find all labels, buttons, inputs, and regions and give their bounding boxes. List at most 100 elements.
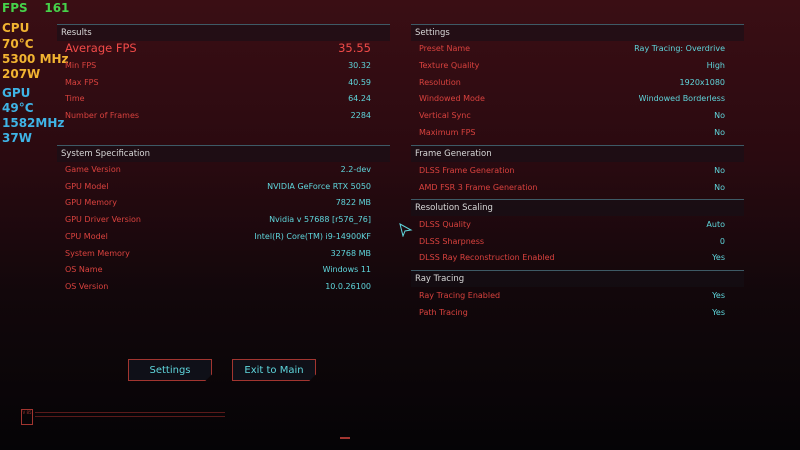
row-label: Path Tracing — [419, 307, 468, 317]
table-row: GPU Memory 7822 MB — [65, 196, 371, 210]
divider — [411, 24, 744, 25]
table-row: DLSS Ray Reconstruction Enabled Yes — [419, 251, 725, 265]
row-value: Intel(R) Core(TM) i9-14900KF — [254, 231, 371, 241]
row-label: AMD FSR 3 Frame Generation — [419, 182, 538, 192]
exit-to-main-menu-button[interactable]: Exit to Main Menu — [232, 359, 316, 381]
row-value: No — [714, 128, 725, 137]
row-value: Auto — [706, 220, 725, 229]
table-row: Preset Name Ray Tracing: Overdrive — [419, 42, 725, 56]
row-value: 32768 MB — [330, 248, 371, 258]
row-label: OS Name — [65, 265, 103, 275]
row-label: Preset Name — [419, 44, 471, 53]
table-row: DLSS Quality Auto — [419, 218, 725, 232]
osd-gpu-label: GPU — [2, 86, 31, 100]
version-badge-text: V 85 — [22, 410, 32, 415]
osd-gpu-power: 37W — [2, 131, 32, 145]
row-value: Yes — [712, 291, 725, 300]
row-label: Maximum FPS — [419, 128, 476, 137]
row-value: Nvidia v 57688 [r576_76] — [269, 215, 371, 225]
row-label: DLSS Sharpness — [419, 236, 485, 246]
osd-gpu-temp: 49°C — [2, 101, 34, 115]
row-value: 64.24 — [348, 94, 371, 104]
osd-cpu-clock: 5300 MHz — [2, 52, 69, 66]
divider — [57, 145, 390, 146]
divider — [411, 199, 744, 200]
settings-button[interactable]: Settings — [128, 359, 212, 381]
fine-print-decoration — [35, 416, 225, 417]
table-row: GPU Driver Version Nvidia v 57688 [r576_7… — [65, 213, 371, 227]
osd-cpu-power: 207W — [2, 67, 41, 81]
divider — [57, 24, 390, 25]
table-row: DLSS Sharpness 0 — [419, 235, 725, 249]
row-value: 2.2-dev — [340, 165, 371, 174]
arrow-decoration — [340, 437, 350, 439]
row-value: No — [714, 111, 725, 121]
resolution-scaling-header: Resolution Scaling — [411, 200, 744, 216]
table-row: Texture Quality High — [419, 59, 725, 73]
ray-tracing-header: Ray Tracing — [411, 271, 744, 287]
row-value: 35.55 — [338, 41, 371, 55]
row-value: 40.59 — [348, 77, 371, 87]
row-label: Vertical Sync — [419, 111, 471, 121]
row-label: Number of Frames — [65, 111, 140, 121]
row-label: System Memory — [65, 248, 130, 258]
row-label: GPU Driver Version — [65, 215, 141, 225]
table-row: OS Version 10.0.26100 — [65, 280, 371, 294]
table-row: Min FPS 30.32 — [65, 59, 371, 73]
row-label: Max FPS — [65, 77, 99, 87]
divider — [411, 270, 744, 271]
row-label: Ray Tracing Enabled — [419, 291, 501, 300]
row-label: Game Version — [65, 165, 121, 174]
table-row: Windowed Mode Windowed Borderless — [419, 92, 725, 106]
table-row: System Memory 32768 MB — [65, 247, 371, 261]
row-label: OS Version — [65, 281, 109, 291]
row-label: Resolution — [419, 77, 461, 87]
version-badge: V 85 — [21, 409, 33, 425]
table-row: Path Tracing Yes — [419, 306, 725, 320]
osd-cpu-temp: 70°C — [2, 37, 34, 51]
table-row: CPU Model Intel(R) Core(TM) i9-14900KF — [65, 230, 371, 244]
table-row: Maximum FPS No — [419, 126, 725, 140]
row-value: 0 — [719, 236, 725, 246]
row-value: 2284 — [350, 111, 371, 121]
row-label: Average FPS — [65, 41, 137, 55]
row-label: DLSS Ray Reconstruction Enabled — [419, 253, 555, 262]
row-value: Ray Tracing: Overdrive — [634, 44, 725, 53]
row-label: Min FPS — [65, 60, 97, 70]
row-value: Yes — [712, 307, 725, 317]
fps-value: 161 — [44, 1, 70, 15]
row-label: GPU Memory — [65, 198, 117, 208]
table-row: Max FPS 40.59 — [65, 76, 371, 90]
results-header: Results — [57, 25, 390, 41]
mouse-cursor-icon — [399, 223, 413, 237]
system-spec-header: System Specification — [57, 146, 390, 162]
row-value: NVIDIA GeForce RTX 5050 — [267, 181, 371, 191]
row-value: No — [714, 182, 725, 192]
table-row: GPU Model NVIDIA GeForce RTX 5050 — [65, 180, 371, 194]
row-label: DLSS Frame Generation — [419, 166, 515, 175]
row-value: Windows 11 — [322, 265, 371, 275]
fps-label: FPS — [2, 1, 28, 15]
row-label: CPU Model — [65, 231, 108, 241]
table-row: AMD FSR 3 Frame Generation No — [419, 181, 725, 195]
table-row: Game Version 2.2-dev — [65, 163, 371, 177]
table-row: Time 64.24 — [65, 92, 371, 106]
row-value: No — [714, 166, 725, 175]
fine-print-decoration — [35, 412, 225, 413]
osd-gpu-clock: 1582MHz — [2, 116, 65, 130]
row-value: 30.32 — [348, 60, 371, 70]
row-value: 7822 MB — [335, 198, 371, 208]
row-value: Yes — [712, 253, 725, 262]
table-row: Number of Frames 2284 — [65, 109, 371, 123]
osd-fps: FPS 161 — [2, 0, 69, 16]
row-value: High — [706, 60, 725, 70]
row-label: Time — [65, 94, 85, 104]
row-value: 1920x1080 — [679, 77, 725, 87]
row-label: Texture Quality — [419, 60, 480, 70]
row-label: Windowed Mode — [419, 94, 485, 104]
row-value: 10.0.26100 — [325, 281, 371, 291]
row-label: GPU Model — [65, 181, 109, 191]
frame-generation-header: Frame Generation — [411, 146, 744, 162]
table-row: OS Name Windows 11 — [65, 263, 371, 277]
table-row: Vertical Sync No — [419, 109, 725, 123]
